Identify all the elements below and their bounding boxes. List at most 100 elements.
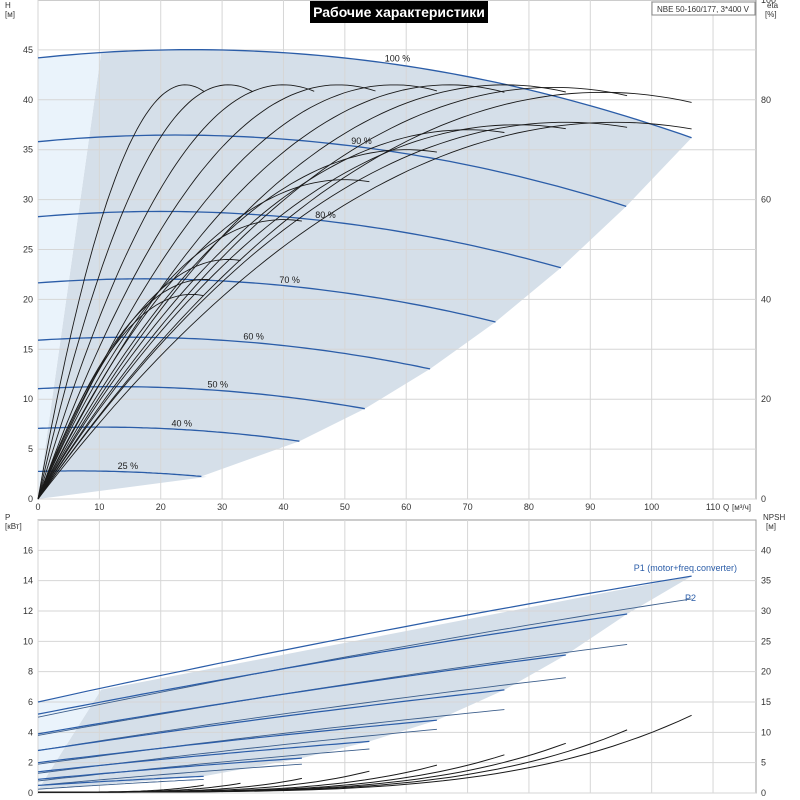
efficiency-curve [37,84,254,500]
chart-title: Рабочие характеристики [313,4,485,20]
y-axis-title: H [5,1,11,10]
model-box [651,1,756,16]
head-curve [37,49,692,139]
efficiency-curve [37,84,376,500]
y-tick-label: 5 [28,444,33,454]
y2-tick-label: 60 [761,195,771,205]
head-curve [38,470,202,478]
upper-ticks: 0 10 20 30 40 50 60 70 80 90 100 110 0 5 10 15 20 25 30 35 4… [23,0,776,512]
y-tick-label: 45 [23,45,33,55]
x-tick-label: 40 [278,502,288,512]
y-tick-label: 20 [23,294,33,304]
power-min-flow-zone [38,689,102,790]
efficiency-curve [37,259,241,500]
y2-axis-unit: [%] [765,10,777,19]
efficiency-curve [37,84,566,500]
power-lines [37,575,692,790]
npsh-tick-label: 40 [761,545,771,555]
efficiency-curve [37,121,692,500]
lower-grid [37,520,756,794]
efficiency-curve [37,129,505,500]
npsh-tick-label: 15 [761,697,771,707]
efficiency-curve [37,84,505,500]
p-tick-label: 0 [28,788,33,798]
efficiency-curve [37,84,204,500]
p1-label: P1 (motor+freq.converter) [634,563,737,573]
y2-tick-label: 100 [761,0,776,5]
p-tick-label: 10 [23,636,33,646]
speed-label: 80 % [315,210,336,220]
power-p2-curve [37,677,566,751]
lower-ticks: 0 2 4 6 8 10 12 14 16 0 5 10 15 20 25 30 35 40 [23,545,771,798]
p-axis-unit: [кВт] [5,522,22,531]
x-tick-label: 110 [706,502,720,512]
p-tick-label: 2 [28,758,33,768]
x-tick-label: 0 [35,502,40,512]
efficiency-curve [37,149,437,500]
p2-label: P2 [685,593,696,603]
y-tick-label: 25 [23,245,33,255]
npsh-tick-label: 5 [761,758,766,768]
x-axis-title: Q [723,503,729,512]
npsh-curves [38,714,692,793]
npsh-axis-title: NPSH [763,513,785,522]
y2-tick-label: 80 [761,95,771,105]
efficiency-curve [37,124,566,500]
npsh-tick-label: 35 [761,576,771,586]
speed-label: 70 % [279,275,300,285]
speed-label: 60 % [243,332,264,342]
y-tick-label: 15 [23,344,33,354]
y2-tick-label: 0 [761,494,766,504]
y2-tick-label: 20 [761,394,771,404]
p-tick-label: 12 [23,606,33,616]
npsh-tick-label: 25 [761,636,771,646]
p-tick-label: 6 [28,697,33,707]
speed-label: 90 % [351,136,372,146]
y2-axis-title: eta [767,1,779,10]
power-p1-curve [37,654,566,735]
power-p1-curve [37,757,302,780]
x-tick-label: 60 [401,502,411,512]
x-axis-unit: [м³/ч] [732,503,751,512]
power-npsh-panel: 0 2 4 6 8 10 12 14 16 0 5 10 15 20 25 30 35 40 P [кВт] NP… [5,513,785,798]
y-axis-unit: [м] [5,10,15,19]
speed-labels: 100 % 90 % 80 % 70 % 60 % 50 % 40 % 25 % [118,54,411,471]
power-p2-curve [37,778,204,790]
p-tick-label: 16 [23,545,33,555]
y-tick-label: 40 [23,95,33,105]
x-tick-label: 50 [340,502,350,512]
x-tick-label: 80 [524,502,534,512]
model-label: NBE 50-160/177, 3*400 V [657,5,750,14]
power-p1-curve [37,613,628,715]
speed-label: 40 % [172,419,193,429]
efficiency-curve [37,84,315,500]
x-tick-label: 30 [217,502,227,512]
y-tick-label: 30 [23,195,33,205]
title-background [310,1,488,23]
efficiency-curve [37,121,628,500]
y-tick-label: 0 [28,494,33,504]
power-p1-curve [37,775,204,786]
head-efficiency-panel: 100 % 90 % 80 % 70 % 60 % 50 % 40 % 25 % 0 10 20 3… [5,0,779,512]
speed-label: 25 % [118,461,139,471]
y2-tick-label: 40 [761,294,771,304]
power-p1-curve [37,575,692,703]
power-p1-curve [37,740,370,773]
npsh-tick-label: 30 [761,606,771,616]
x-tick-label: 70 [463,502,473,512]
npsh-tick-label: 20 [761,667,771,677]
x-tick-label: 10 [94,502,104,512]
npsh-axis-unit: [м] [766,522,776,531]
p-axis-title: P [5,513,10,522]
npsh-curve [38,714,692,793]
efficiency-curves [37,84,692,500]
efficiency-curve [37,91,692,500]
npsh-tick-label: 0 [761,788,766,798]
power-envelope [38,576,692,790]
power-p2-curve [37,763,302,786]
power-p2-curve [37,598,692,718]
power-p1-curve [37,689,505,752]
x-tick-label: 90 [585,502,595,512]
npsh-tick-label: 10 [761,727,771,737]
